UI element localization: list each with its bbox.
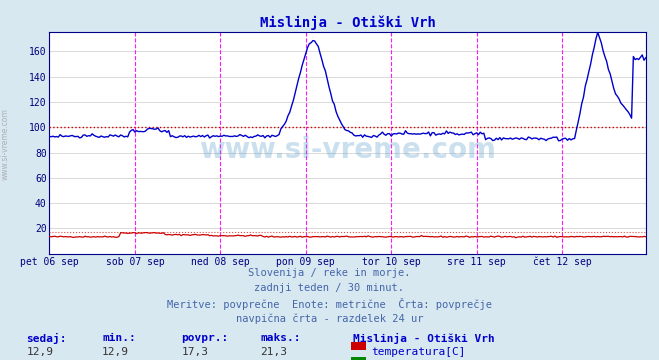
Text: povpr.:: povpr.: (181, 333, 229, 343)
Text: Slovenija / reke in morje.: Slovenija / reke in morje. (248, 268, 411, 278)
Text: temperatura[C]: temperatura[C] (371, 347, 465, 357)
Text: www.si-vreme.com: www.si-vreme.com (1, 108, 10, 180)
Text: 17,3: 17,3 (181, 347, 208, 357)
Text: navpična črta - razdelek 24 ur: navpična črta - razdelek 24 ur (236, 314, 423, 324)
Text: 12,9: 12,9 (102, 347, 129, 357)
Text: zadnji teden / 30 minut.: zadnji teden / 30 minut. (254, 283, 405, 293)
Text: 12,9: 12,9 (26, 347, 53, 357)
Text: www.si-vreme.com: www.si-vreme.com (199, 136, 496, 164)
Text: min.:: min.: (102, 333, 136, 343)
Text: Mislinja - Otiški Vrh: Mislinja - Otiški Vrh (353, 333, 494, 344)
Text: Meritve: povprečne  Enote: metrične  Črta: povprečje: Meritve: povprečne Enote: metrične Črta:… (167, 298, 492, 310)
Text: 21,3: 21,3 (260, 347, 287, 357)
Text: sedaj:: sedaj: (26, 333, 67, 344)
Title: Mislinja - Otiški Vrh: Mislinja - Otiški Vrh (260, 15, 436, 30)
Text: maks.:: maks.: (260, 333, 301, 343)
